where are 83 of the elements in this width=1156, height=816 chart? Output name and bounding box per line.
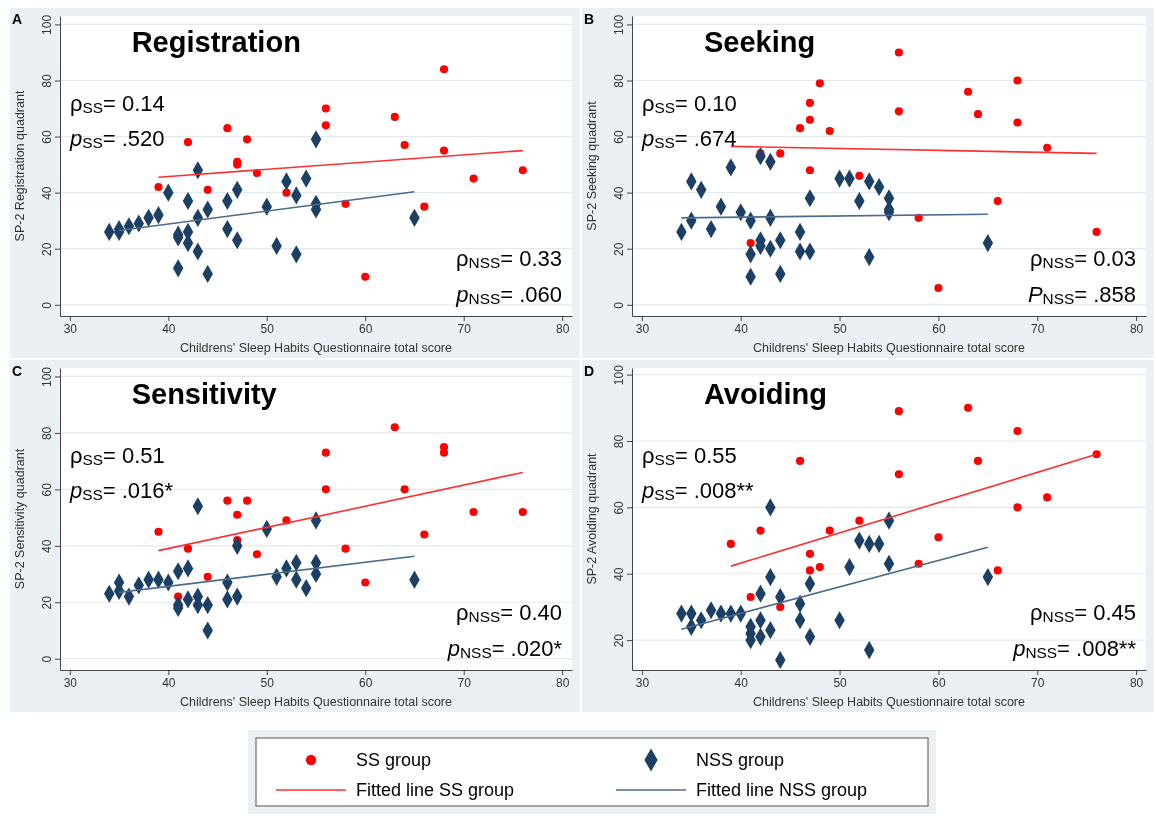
legend-label: Fitted line SS group	[356, 780, 515, 800]
y-tick-label: 0	[40, 655, 54, 663]
annotation: p$_{SS}$= .520	[69, 126, 165, 151]
x-axis-title: Childrens' Sleep Habits Questionnaire total score	[753, 695, 1026, 709]
annotation: ρ$_{SS}$= 0.51	[70, 443, 165, 468]
annotation: p$_{SS}$= .674	[641, 126, 737, 151]
y-tick-label: 0	[40, 301, 54, 309]
annotation: ρ$_{SS}$= 0.10	[642, 91, 737, 116]
x-tick-label: 50	[833, 675, 848, 690]
y-tick-label: 20	[40, 242, 54, 256]
text: C	[12, 363, 23, 379]
annotation: p$_{SS}$= .016*	[69, 478, 174, 503]
y-tick-label: 40	[612, 567, 626, 581]
text: A	[12, 11, 23, 27]
annotation: ρ$_{NSS}$= 0.45	[1030, 600, 1136, 625]
x-tick-label: 60	[359, 321, 373, 336]
y-tick-label: 100	[40, 14, 54, 35]
y-tick-label: 20	[612, 633, 626, 648]
y-tick-label: 60	[40, 130, 54, 144]
x-tick-label: 30	[635, 321, 650, 336]
x-tick-label: 70	[457, 321, 472, 336]
chart-title: Avoiding	[703, 378, 827, 410]
x-tick-label: 40	[162, 321, 176, 336]
x-tick-label: 70	[1031, 321, 1045, 336]
x-tick-label: 30	[63, 675, 78, 690]
annotation: ρ$_{SS}$= 0.55	[642, 443, 737, 468]
x-tick-label: 80	[1129, 321, 1144, 336]
x-axis-title: Childrens' Sleep Habits Questionnaire total score	[753, 341, 1026, 355]
x-axis-title: Childrens' Sleep Habits Questionnaire total score	[180, 695, 453, 709]
x-tick-label: 50	[260, 321, 275, 336]
y-tick-label: 40	[612, 186, 626, 200]
annotation: ρ$_{SS}$= 0.14	[70, 91, 165, 116]
y-tick-label: 40	[40, 186, 54, 200]
x-tick-label: 60	[359, 675, 373, 690]
annotation: ρ$_{NSS}$= 0.03	[1030, 246, 1136, 271]
y-tick-label: 40	[40, 539, 54, 553]
x-tick-label: 40	[734, 675, 749, 690]
x-tick-label: 80	[1129, 675, 1144, 690]
y-tick-label: 20	[612, 242, 626, 256]
x-tick-label: 30	[63, 321, 78, 336]
legend-label: NSS group	[696, 750, 785, 770]
annotation: P$_{NSS}$= .858	[1027, 282, 1136, 307]
x-tick-label: 60	[932, 321, 946, 336]
y-tick-label: 60	[612, 500, 626, 515]
y-axis-title: SP-2 Seeking quadrant	[585, 100, 599, 231]
x-tick-label: 80	[555, 321, 570, 336]
legend-label: SS group	[356, 750, 432, 770]
y-tick-label: 60	[612, 130, 626, 144]
y-tick-label: 100	[40, 366, 54, 387]
y-tick-label: 100	[612, 364, 626, 386]
y-axis-title: SP-2 Sensitivity quadrant	[13, 448, 27, 590]
y-tick-label: 100	[612, 14, 626, 35]
y-tick-label: 80	[40, 426, 54, 441]
y-tick-label: 20	[40, 595, 54, 610]
y-tick-label: 80	[612, 73, 626, 88]
x-axis-title: Childrens' Sleep Habits Questionnaire total score	[180, 341, 453, 355]
x-tick-label: 70	[457, 675, 472, 690]
text: B	[584, 11, 595, 27]
annotation: ρ$_{NSS}$= 0.40	[456, 600, 562, 625]
annotation: p$_{NSS}$= .008**	[1012, 636, 1137, 661]
x-tick-label: 80	[555, 675, 570, 690]
annotation: p$_{NSS}$= .020*	[446, 636, 563, 661]
x-tick-label: 50	[833, 321, 848, 336]
y-tick-label: 80	[40, 73, 54, 88]
y-axis-title: SP-2 Avoiding quadrant	[585, 452, 599, 585]
x-tick-label: 50	[260, 675, 275, 690]
chart-title: Seeking	[703, 26, 816, 58]
x-tick-label: 70	[1031, 675, 1045, 690]
annotation: ρ$_{NSS}$= 0.33	[456, 246, 562, 271]
y-tick-label: 0	[612, 301, 626, 309]
annotation: p$_{SS}$= .008**	[641, 478, 755, 503]
chart-title: Sensitivity	[131, 378, 277, 410]
annotation: p$_{NSS}$= .060	[455, 282, 562, 307]
legend-label: Fitted line NSS group	[696, 780, 868, 800]
x-tick-label: 40	[734, 321, 749, 336]
x-tick-label: 60	[932, 675, 946, 690]
chart-title: Registration	[131, 26, 301, 58]
y-tick-label: 60	[40, 482, 54, 497]
y-tick-label: 80	[612, 434, 626, 449]
x-tick-label: 40	[162, 675, 176, 690]
text: D	[584, 363, 595, 379]
y-axis-title: SP-2 Registration quadrant	[13, 90, 27, 242]
x-tick-label: 30	[635, 675, 650, 690]
